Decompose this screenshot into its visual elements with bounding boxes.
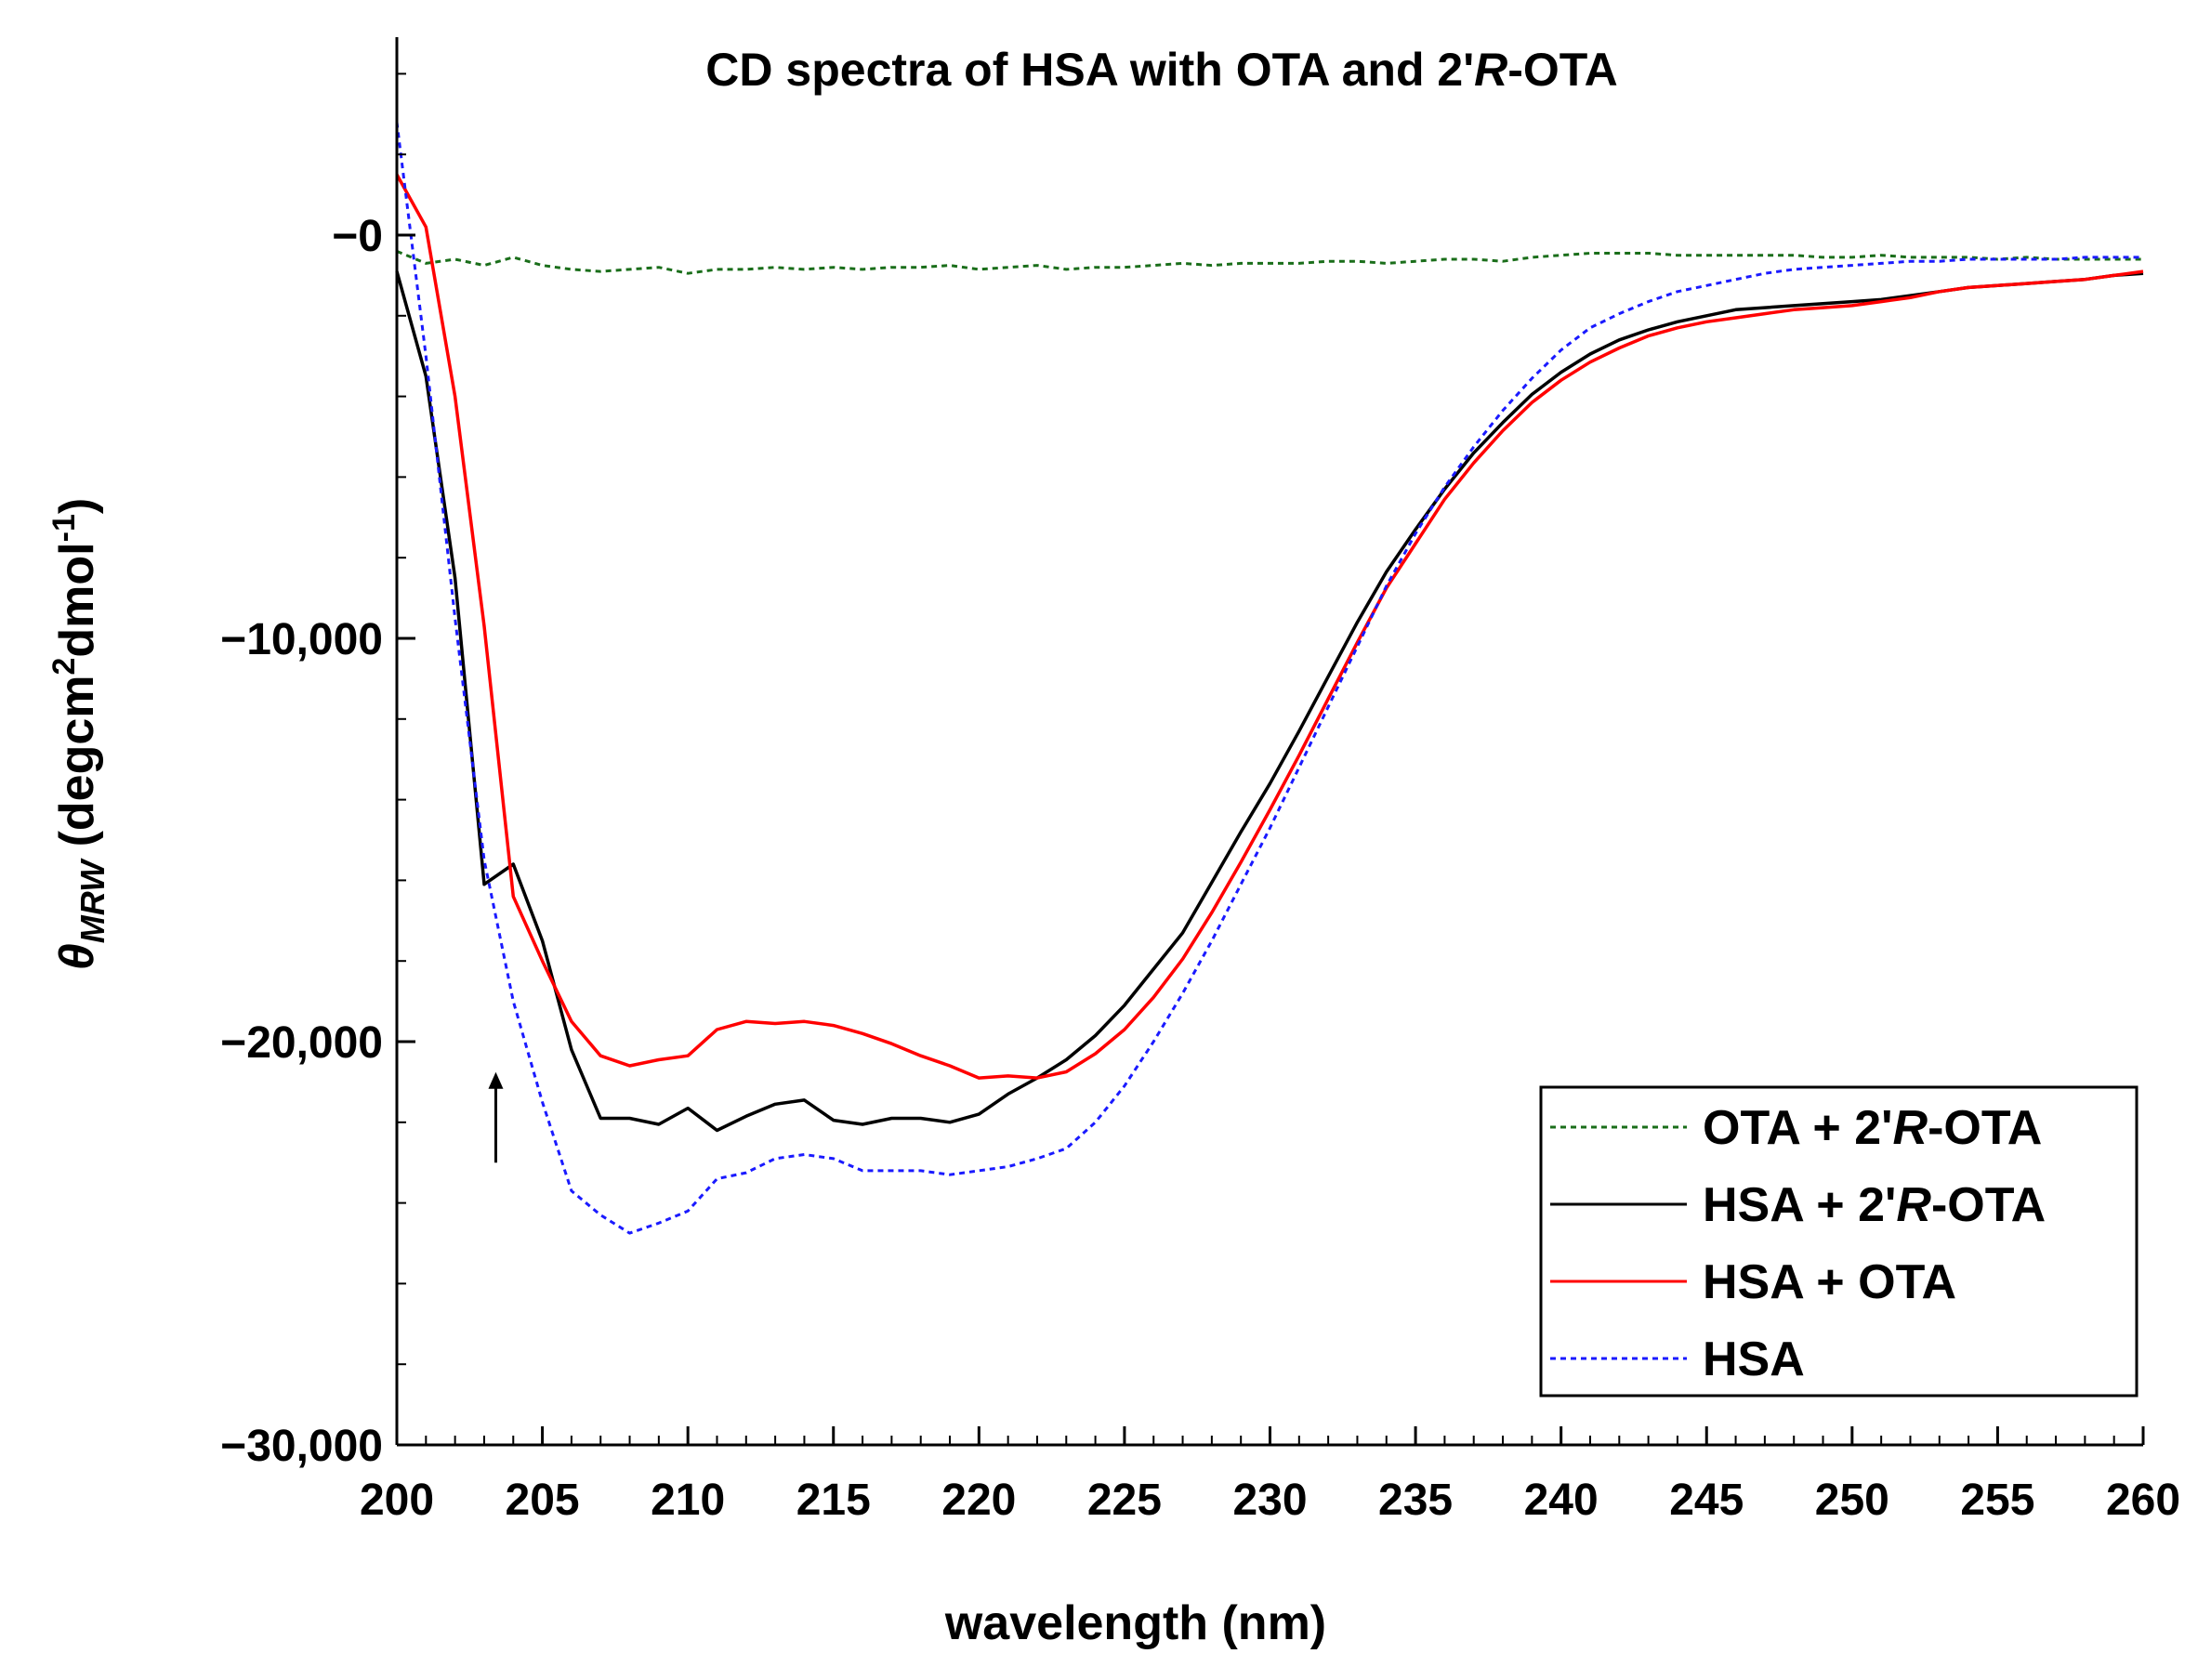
series-layer xyxy=(395,122,2144,1235)
chart-title: CD spectra of HSA with OTA and 2'R-OTA xyxy=(705,44,1617,96)
x-tick-label: 255 xyxy=(1960,1476,2034,1525)
y-tick-label: −20,000 xyxy=(220,1018,383,1068)
x-ticks: 200 205 210 215 220 225 230 235 240 245 250 255 260 xyxy=(360,1426,2180,1525)
x-tick-label: 245 xyxy=(1669,1476,1744,1525)
legend-label-3: HSA xyxy=(1703,1332,1805,1386)
y-tick-label: −10,000 xyxy=(220,615,383,664)
x-tick-label: 230 xyxy=(1232,1476,1307,1525)
arrow-head xyxy=(488,1071,504,1089)
series-line-0 xyxy=(396,250,2143,275)
series-line-1 xyxy=(395,270,2144,1133)
x-tick-label: 260 xyxy=(2106,1476,2180,1525)
y-tick-label: −0 xyxy=(332,212,383,261)
x-tick-label: 250 xyxy=(1815,1476,1889,1525)
x-tick-label: 220 xyxy=(941,1476,1016,1525)
x-tick-label: 210 xyxy=(651,1476,725,1525)
legend-label-0: OTA + 2'R-OTA xyxy=(1703,1101,2042,1155)
legend: OTA + 2'R-OTA HSA + 2'R-OTA HSA + OTA HSA xyxy=(1539,1085,2139,1398)
x-tick-label: 235 xyxy=(1378,1476,1453,1525)
x-tick-label: 205 xyxy=(506,1476,580,1525)
series-line-2 xyxy=(395,174,2144,1080)
plot-area xyxy=(395,122,2144,1235)
annotation-layer xyxy=(488,1071,504,1163)
x-tick-label: 200 xyxy=(360,1476,434,1525)
legend-entries: OTA + 2'R-OTA HSA + 2'R-OTA HSA + OTA HSA xyxy=(1550,1101,2046,1386)
legend-label-1: HSA + 2'R-OTA xyxy=(1703,1178,2046,1232)
y-axis-label: θMRW (degcm2dmol-1) xyxy=(46,498,112,970)
series-line-3 xyxy=(395,122,2143,1235)
y-tick-label: −30,000 xyxy=(220,1422,383,1471)
legend-box xyxy=(1539,1085,2139,1398)
y-ticks: −0 −10,000 −20,000 −30,000 xyxy=(220,72,415,1471)
legend-label-2: HSA + OTA xyxy=(1703,1255,1956,1309)
axes: 200 205 210 215 220 225 230 235 240 245 250 255 260 … xyxy=(220,37,2180,1525)
x-axis-label: wavelength (nm) xyxy=(944,1596,1326,1650)
x-tick-label: 225 xyxy=(1087,1476,1162,1525)
x-tick-label: 215 xyxy=(796,1476,871,1525)
x-tick-label: 240 xyxy=(1524,1476,1599,1525)
